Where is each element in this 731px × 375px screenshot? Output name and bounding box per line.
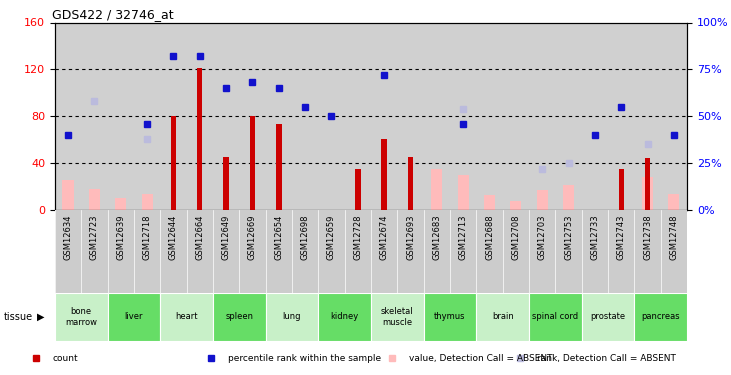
Text: GSM12728: GSM12728 [353,214,363,260]
Text: spleen: spleen [225,312,253,321]
Text: GSM12634: GSM12634 [64,214,72,260]
Text: GDS422 / 32746_at: GDS422 / 32746_at [52,8,173,21]
Bar [62,180,74,210]
Text: prostate: prostate [591,312,626,321]
Text: GSM12693: GSM12693 [406,214,415,260]
Bar [484,195,495,210]
Text: rank, Detection Call = ABSENT: rank, Detection Call = ABSENT [537,354,676,363]
Bar [88,189,100,210]
Text: GSM12743: GSM12743 [617,214,626,260]
Bar [250,116,255,210]
Text: skeletal
muscle: skeletal muscle [381,307,414,327]
Bar [107,292,160,341]
Text: GSM12644: GSM12644 [169,214,178,260]
Bar [618,169,624,210]
Text: GSM12698: GSM12698 [300,214,310,260]
Text: GSM12669: GSM12669 [248,214,257,260]
Bar [668,194,680,210]
Text: liver: liver [124,312,143,321]
Text: GSM12713: GSM12713 [458,214,468,260]
Text: count: count [53,354,78,363]
Bar [582,292,635,341]
Bar [645,158,651,210]
Bar [142,194,153,210]
Text: pancreas: pancreas [642,312,680,321]
Text: GSM12664: GSM12664 [195,214,204,260]
Text: brain: brain [492,312,514,321]
Bar [371,292,424,341]
Bar [529,292,582,341]
Bar [537,190,548,210]
Bar [424,292,477,341]
Text: percentile rank within the sample: percentile rank within the sample [227,354,381,363]
Text: GSM12708: GSM12708 [512,214,520,260]
Text: GSM12688: GSM12688 [485,214,494,260]
Text: GSM12649: GSM12649 [221,214,230,260]
Text: GSM12748: GSM12748 [670,214,678,260]
Bar [510,201,521,210]
Text: GSM12733: GSM12733 [591,214,599,260]
Bar [431,169,442,210]
Bar [355,169,360,210]
Text: GSM12654: GSM12654 [274,214,284,260]
Bar [458,175,469,210]
Bar [318,292,371,341]
Bar [160,292,213,341]
Text: GSM12753: GSM12753 [564,214,573,260]
Text: GSM12683: GSM12683 [432,214,442,260]
Bar [477,292,529,341]
Bar [276,124,281,210]
Bar [408,157,413,210]
Bar [635,292,687,341]
Text: GSM12659: GSM12659 [327,214,336,260]
Bar [563,185,574,210]
Text: GSM12718: GSM12718 [143,214,151,260]
Text: GSM12738: GSM12738 [643,214,652,260]
Text: spinal cord: spinal cord [532,312,578,321]
Text: GSM12723: GSM12723 [90,214,99,260]
Text: ▶: ▶ [37,312,44,322]
Bar [115,198,126,210]
Bar [170,116,176,210]
Bar [265,292,318,341]
Text: heart: heart [175,312,198,321]
Bar [213,292,265,341]
Text: kidney: kidney [330,312,359,321]
Text: thymus: thymus [434,312,466,321]
Text: GSM12639: GSM12639 [116,214,125,260]
Bar [223,157,229,210]
Bar [55,292,107,341]
Text: value, Detection Call = ABSENT: value, Detection Call = ABSENT [409,354,553,363]
Text: bone
marrow: bone marrow [65,307,97,327]
Bar [382,138,387,210]
Bar [197,68,202,210]
Text: tissue: tissue [4,312,33,322]
Text: GSM12703: GSM12703 [538,214,547,260]
Bar [642,177,654,210]
Text: lung: lung [283,312,301,321]
Text: GSM12674: GSM12674 [379,214,389,260]
